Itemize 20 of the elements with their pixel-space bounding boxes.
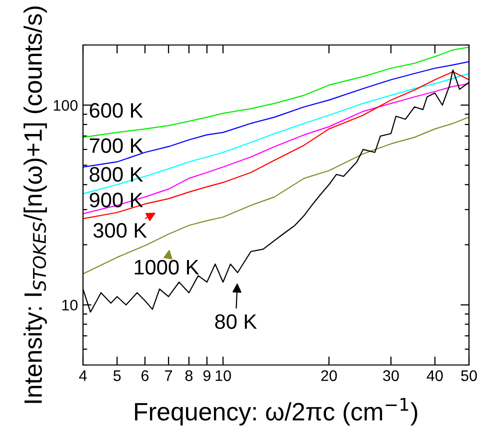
x-tick-label: 6 [141,370,149,382]
x-tick-label: 20 [321,370,337,382]
series-label: 600 K [90,103,143,118]
x-tick-label: 8 [185,370,193,382]
x-tick-label: 9 [203,370,210,382]
legend-label: 300 K [93,223,147,238]
x-tick-label: 4 [79,370,87,381]
x-axis-title: Frequency: ω/2πc (cm$^{−1}$) [135,398,418,426]
series-label: 700 K [90,138,143,153]
x-tick-label: 5 [113,370,121,382]
x-tick-label: 10 [216,370,231,382]
series-label: 800 K [90,167,143,182]
y-tick-label: 100 [54,100,78,111]
y-axis-title: Intensity: I$_{STOKES}$/[n(ω)+1] (counts/s) [24,6,47,403]
x-tick-label: 40 [426,370,443,382]
x-tick-label: 30 [383,370,399,382]
x-tick-label: 50 [461,370,477,382]
x-tick-label: 7 [165,370,172,381]
legend-label: 1000 K [134,260,199,275]
legend-label: 80 K [215,314,257,329]
